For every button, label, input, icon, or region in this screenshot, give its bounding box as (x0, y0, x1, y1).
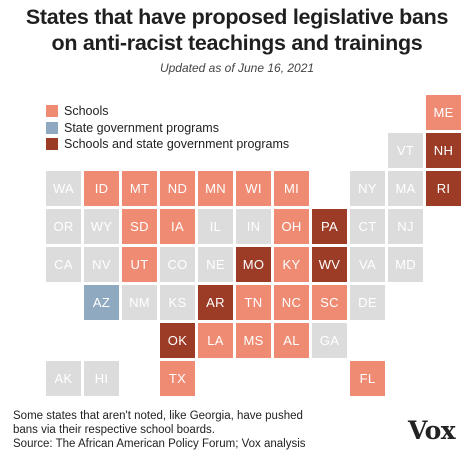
state-tile-ca: CA (46, 247, 81, 282)
state-tile-wa: WA (46, 171, 81, 206)
state-tile-wi: WI (236, 171, 271, 206)
state-tile-oh: OH (274, 209, 309, 244)
page-title: States that have proposed legislative ba… (0, 4, 474, 56)
footnote-line-1: Some states that aren't noted, like Geor… (13, 410, 303, 422)
state-tile-co: CO (160, 247, 195, 282)
state-tile-mo: MO (236, 247, 271, 282)
state-tile-al: AL (274, 323, 309, 358)
state-tile-ia: IA (160, 209, 195, 244)
state-tile-ri: RI (426, 171, 461, 206)
state-tile-md: MD (388, 247, 423, 282)
state-tile-in: IN (236, 209, 271, 244)
legend-label-both: Schools and state government programs (64, 137, 290, 152)
state-tile-hi: HI (84, 361, 119, 396)
state-tile-nc: NC (274, 285, 309, 320)
state-tile-ok: OK (160, 323, 195, 358)
state-tile-nd: ND (160, 171, 195, 206)
state-tile-me: ME (426, 95, 461, 130)
state-tile-de: DE (350, 285, 385, 320)
state-tile-la: LA (198, 323, 233, 358)
state-tile-nh: NH (426, 133, 461, 168)
legend-item-both: Schools and state government programs (46, 136, 289, 153)
state-tile-tx: TX (160, 361, 195, 396)
state-tile-ut: UT (122, 247, 157, 282)
legend-item-schools: Schools (46, 103, 289, 120)
state-tile-ga: GA (312, 323, 347, 358)
source-line: Source: The African American Policy Foru… (13, 438, 306, 450)
state-tile-mt: MT (122, 171, 157, 206)
state-tile-ak: AK (46, 361, 81, 396)
state-tile-wy: WY (84, 209, 119, 244)
footnote: Some states that aren't noted, like Geor… (13, 409, 306, 451)
legend: Schools State government programs School… (46, 103, 289, 153)
vox-logo: Vox (408, 416, 456, 445)
legend-label-schools: Schools (64, 104, 109, 119)
state-tile-ar: AR (198, 285, 233, 320)
legend-swatch-state (46, 121, 58, 134)
state-tile-ky: KY (274, 247, 309, 282)
state-tile-nm: NM (122, 285, 157, 320)
title-line-1: States that have proposed legislative ba… (25, 5, 449, 29)
legend-swatch-both (46, 138, 58, 151)
state-tile-or: OR (46, 209, 81, 244)
state-tile-ne: NE (198, 247, 233, 282)
state-tile-mi: MI (274, 171, 309, 206)
state-tile-ks: KS (160, 285, 195, 320)
legend-item-state: State government programs (46, 120, 289, 137)
title-line-2: on anti-racist teachings and trainings (51, 31, 423, 55)
state-tile-va: VA (350, 247, 385, 282)
state-tile-az: AZ (84, 285, 119, 320)
footnote-line-2: bans via their respective school boards. (13, 424, 215, 436)
state-tile-nj: NJ (388, 209, 423, 244)
state-tile-tn: TN (236, 285, 271, 320)
legend-swatch-schools (46, 105, 58, 118)
state-tile-vt: VT (388, 133, 423, 168)
state-tile-ct: CT (350, 209, 385, 244)
subtitle: Updated as of June 16, 2021 (159, 61, 315, 75)
state-tile-sd: SD (122, 209, 157, 244)
legend-label-state: State government programs (64, 120, 219, 135)
state-tile-id: ID (84, 171, 119, 206)
state-tile-wv: WV (312, 247, 347, 282)
state-tile-ms: MS (236, 323, 271, 358)
state-tile-ma: MA (388, 171, 423, 206)
state-tile-pa: PA (312, 209, 347, 244)
state-tile-il: IL (198, 209, 233, 244)
state-tile-ny: NY (350, 171, 385, 206)
state-tile-nv: NV (84, 247, 119, 282)
state-tile-mn: MN (198, 171, 233, 206)
state-tile-sc: SC (312, 285, 347, 320)
state-tile-fl: FL (350, 361, 385, 396)
